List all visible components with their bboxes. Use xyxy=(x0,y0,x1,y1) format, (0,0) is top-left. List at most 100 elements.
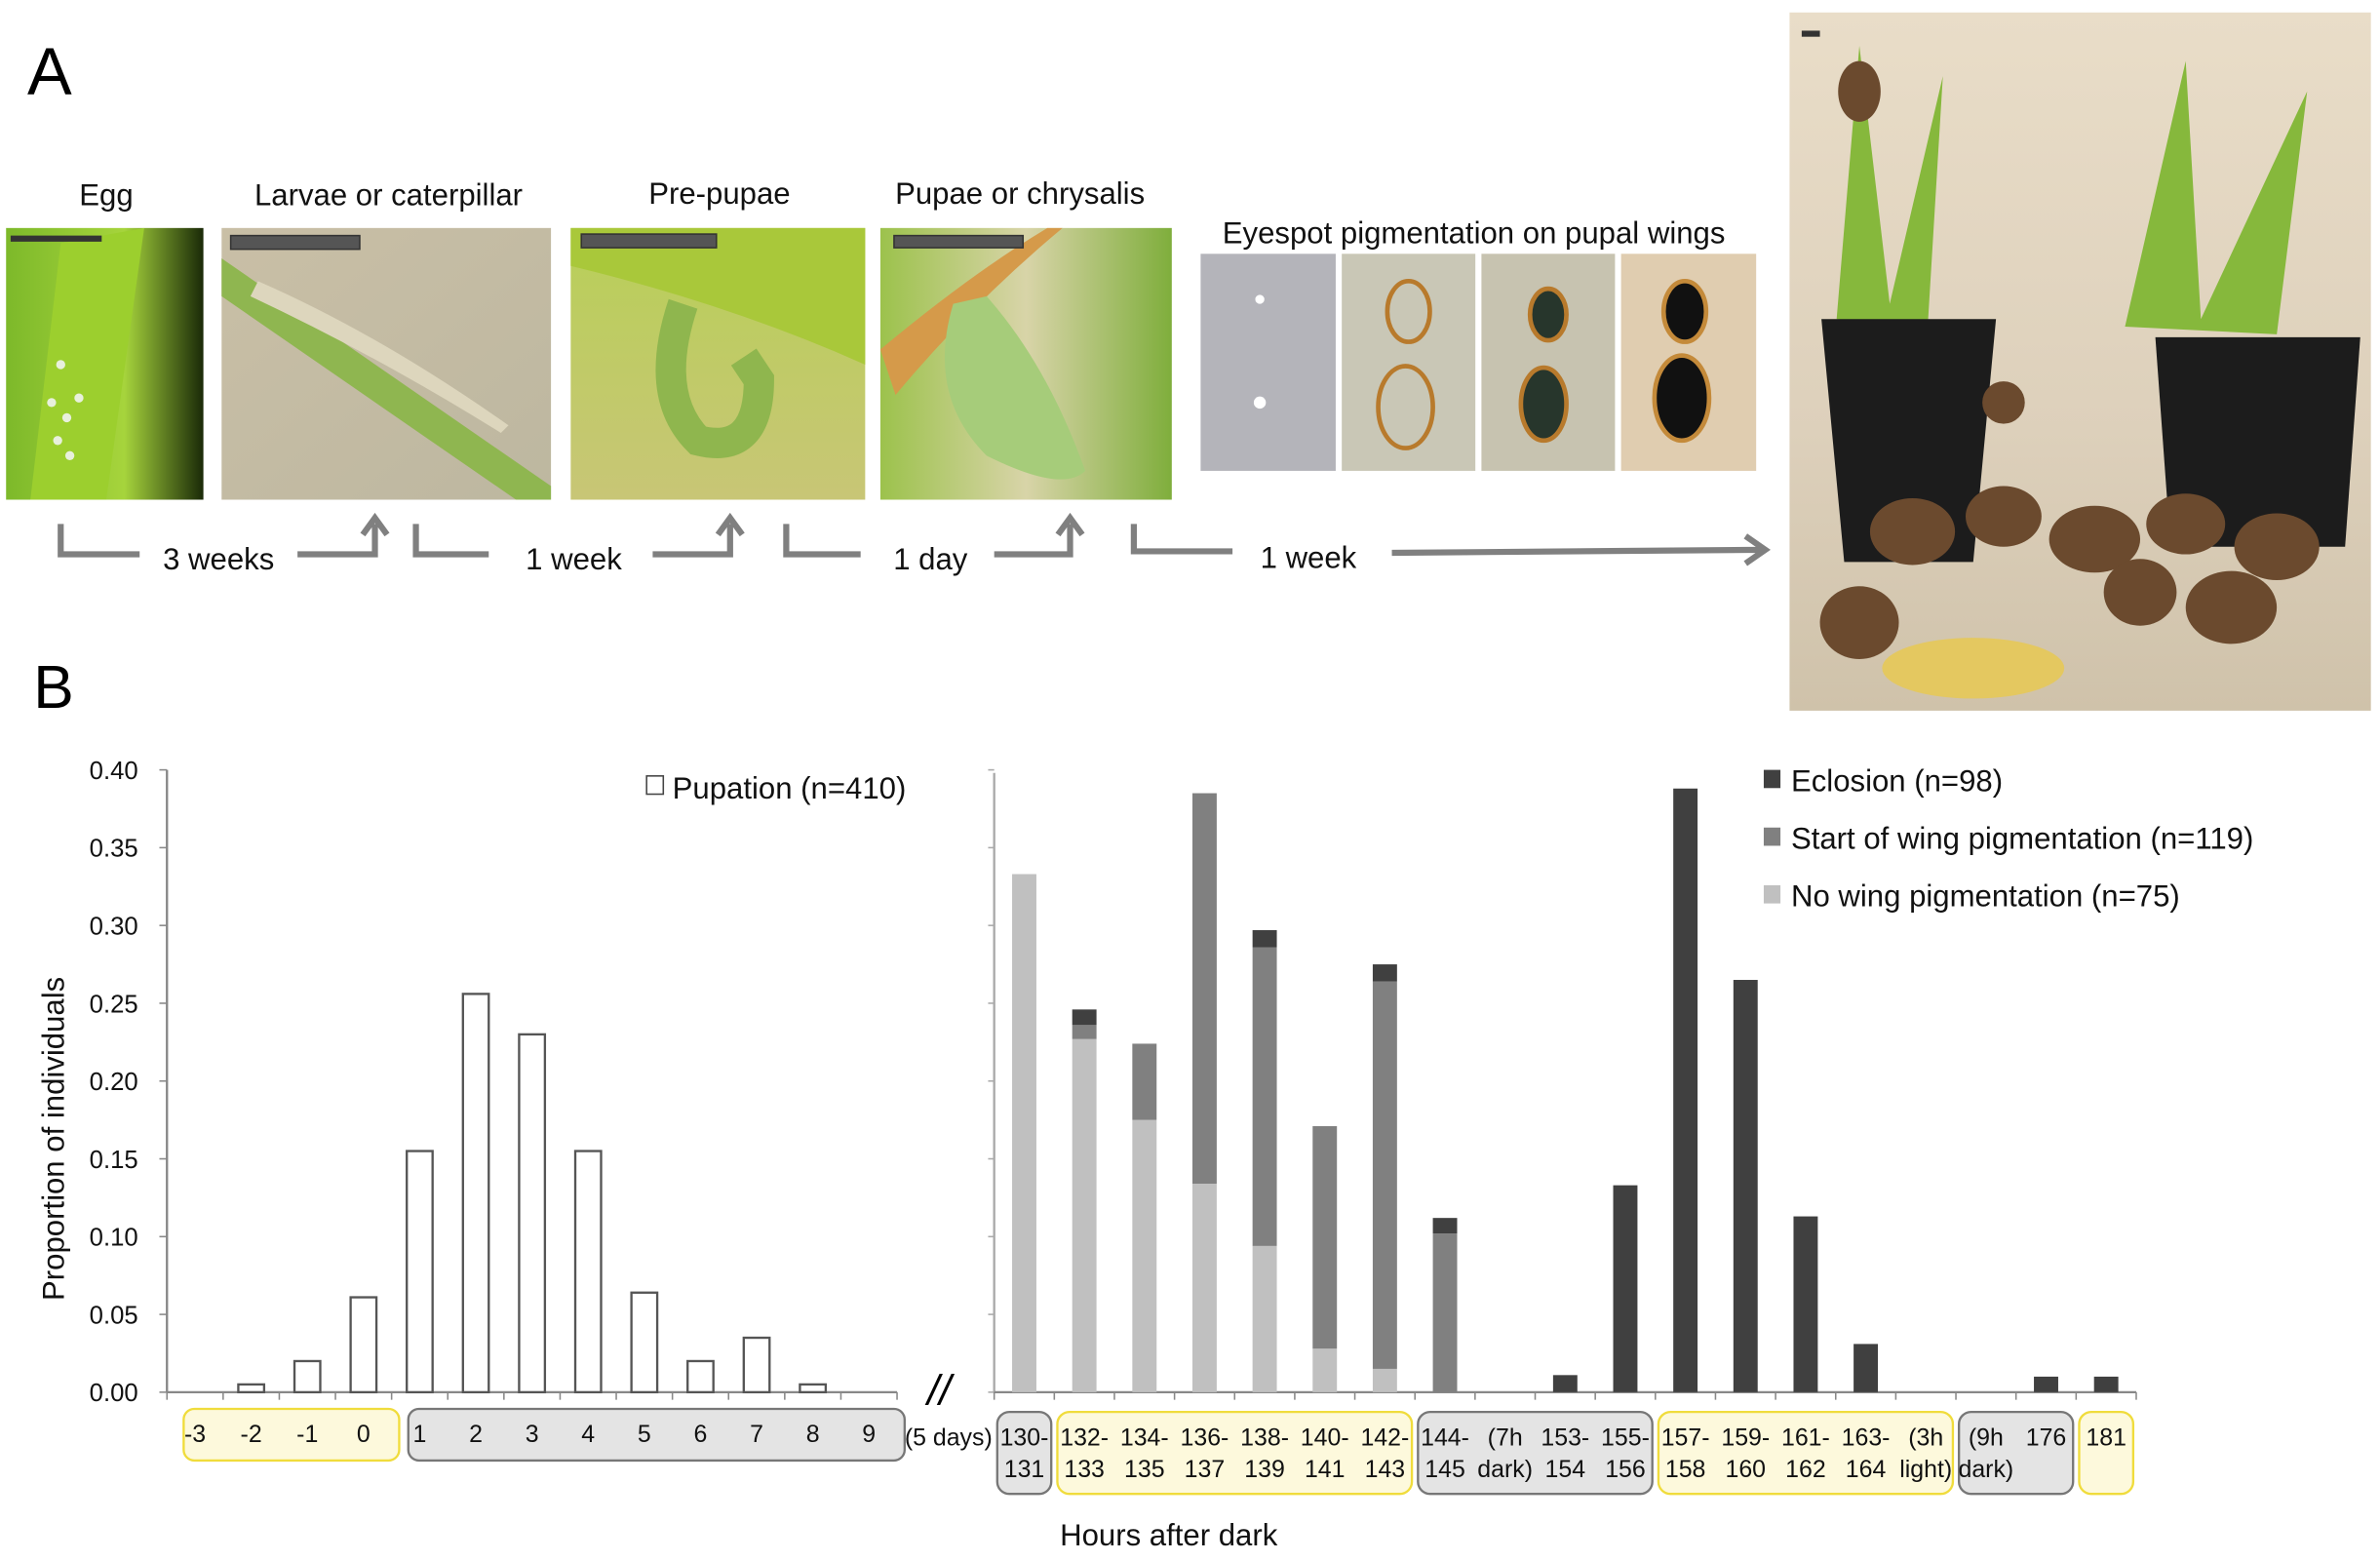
x-tick-label: 141 xyxy=(1305,1456,1346,1483)
scale-bar xyxy=(1801,30,1820,37)
x-tick-label: 1 xyxy=(413,1421,427,1448)
y-tick-label: 0.35 xyxy=(90,836,138,863)
bar-segment-no-pigmentation xyxy=(1012,874,1036,1392)
x-tick-label: 153- xyxy=(1541,1424,1589,1451)
duration-larva-to-prepupa: 1 week xyxy=(526,542,622,576)
x-tick-label: 136- xyxy=(1181,1424,1229,1451)
panel-b-label: B xyxy=(33,654,74,722)
x-tick-label: 132- xyxy=(1060,1424,1109,1451)
category-group-box xyxy=(1957,1410,2075,1496)
x-tick-label: 137 xyxy=(1185,1456,1226,1483)
bar xyxy=(630,1291,659,1394)
axis-break-mark: // xyxy=(924,1367,955,1414)
scale-bar xyxy=(893,234,1025,249)
eclosion-chart: 130- 131 132- 133 134- 135 136- 137 138- 139 140- 1… xyxy=(988,763,2253,1496)
x-tick-label: 145 xyxy=(1424,1456,1465,1483)
x-tick-label: 134- xyxy=(1120,1424,1169,1451)
y-tick-label: 0.40 xyxy=(90,758,138,785)
x-tick-label: 160 xyxy=(1726,1456,1767,1483)
legend-swatch xyxy=(1763,769,1781,789)
category-group-box xyxy=(407,1407,906,1463)
bar-segment-no-pigmentation xyxy=(1312,1348,1338,1392)
bar-segment-start-pigmentation xyxy=(1432,1233,1458,1392)
bar-segment-eclosion xyxy=(2034,1376,2058,1392)
duration-prepupa-to-pupa: 1 day xyxy=(893,542,968,576)
x-tick-label: 133 xyxy=(1064,1456,1105,1483)
x-tick-label: 156 xyxy=(1605,1456,1646,1483)
bar-segment-no-pigmentation xyxy=(1132,1119,1157,1392)
x-tick-label: 0 xyxy=(357,1421,371,1448)
bar-segment-eclosion xyxy=(1252,929,1277,948)
x-tick-label: 7 xyxy=(750,1421,763,1448)
bar-segment-eclosion xyxy=(1613,1185,1638,1392)
legend-label: Eclosion (n=98) xyxy=(1791,763,2003,798)
stage-label-larvae: Larvae or caterpillar xyxy=(254,177,523,212)
scale-bar xyxy=(580,233,718,249)
x-tick-label: 9 xyxy=(862,1421,876,1448)
x-tick-label: dark) xyxy=(1959,1456,2014,1483)
x-tick-label: 158 xyxy=(1665,1456,1706,1483)
timeline xyxy=(58,512,1771,566)
adult-butterflies-photo xyxy=(1789,12,2371,711)
x-tick-label: -2 xyxy=(241,1421,262,1448)
legend-label: No wing pigmentation (n=75) xyxy=(1791,879,2180,914)
x-tick-label: 6 xyxy=(694,1421,708,1448)
bar xyxy=(406,1150,434,1394)
egg-photo xyxy=(6,227,204,500)
x-tick-label: (3h xyxy=(1908,1424,1943,1451)
category-group-box xyxy=(995,1410,1053,1496)
legend-label: Pupation (n=410) xyxy=(673,771,907,805)
x-tick-label: (7h xyxy=(1488,1424,1523,1451)
x-tick-label: 157- xyxy=(1661,1424,1710,1451)
eyespot-title: Eyespot pigmentation on pupal wings xyxy=(1223,215,1726,250)
x-tick-label: -1 xyxy=(296,1421,318,1448)
bar-segment-start-pigmentation xyxy=(1072,1025,1097,1039)
x-tick-label: 4 xyxy=(581,1421,595,1448)
bar-segment-eclosion xyxy=(1733,980,1758,1392)
y-tick-label: 0.10 xyxy=(90,1225,138,1252)
y-tick-label: 0.15 xyxy=(90,1147,138,1174)
x-tick-label: 164 xyxy=(1846,1456,1887,1483)
bar-segment-no-pigmentation xyxy=(1372,1368,1397,1392)
x-tick-label: 154 xyxy=(1545,1456,1586,1483)
x-tick-label: 176 xyxy=(2026,1424,2067,1451)
y-tick-label: 0.05 xyxy=(90,1302,138,1329)
x-tick-label: 8 xyxy=(806,1421,820,1448)
x-tick-label: 142- xyxy=(1360,1424,1409,1451)
eyespot-photos xyxy=(1200,254,1757,471)
bar-segment-start-pigmentation xyxy=(1252,947,1277,1246)
bar xyxy=(293,1359,322,1394)
legend-swatch xyxy=(1763,884,1781,904)
prepupa-photo xyxy=(570,227,866,500)
y-tick-label: 0.25 xyxy=(90,991,138,1018)
bar-segment-eclosion xyxy=(1072,1009,1097,1026)
bar xyxy=(461,993,490,1394)
x-tick-label: 138- xyxy=(1240,1424,1289,1451)
bar-segment-eclosion xyxy=(1793,1216,1818,1392)
x-tick-label: 161- xyxy=(1781,1424,1830,1451)
x-tick-label: 2 xyxy=(469,1421,483,1448)
x-tick-label: 143 xyxy=(1365,1456,1406,1483)
legend-swatch xyxy=(1763,827,1781,846)
x-tick-label: 181 xyxy=(2086,1424,2126,1451)
stage-label-egg: Egg xyxy=(79,177,133,212)
bar-segment-eclosion xyxy=(1372,964,1397,982)
duration-egg-to-larva: 3 weeks xyxy=(163,542,274,576)
bar-segment-start-pigmentation xyxy=(1132,1043,1157,1120)
bar xyxy=(799,1383,828,1394)
category-group-box xyxy=(1417,1410,1654,1496)
bar-segment-no-pigmentation xyxy=(1191,1184,1217,1392)
bar-segment-eclosion xyxy=(1673,788,1698,1392)
bar xyxy=(742,1336,771,1394)
bar-segment-start-pigmentation xyxy=(1191,793,1217,1185)
category-group-box xyxy=(1056,1410,1414,1496)
x-tick-label: 162 xyxy=(1785,1456,1826,1483)
x-tick-label: 155- xyxy=(1601,1424,1650,1451)
x-tick-label: -3 xyxy=(184,1421,206,1448)
bar-segment-no-pigmentation xyxy=(1072,1038,1097,1392)
bar-segment-start-pigmentation xyxy=(1372,981,1397,1369)
x-tick-label: dark) xyxy=(1477,1456,1533,1483)
x-tick-label: 3 xyxy=(526,1421,539,1448)
bar-segment-eclosion xyxy=(1552,1375,1578,1392)
